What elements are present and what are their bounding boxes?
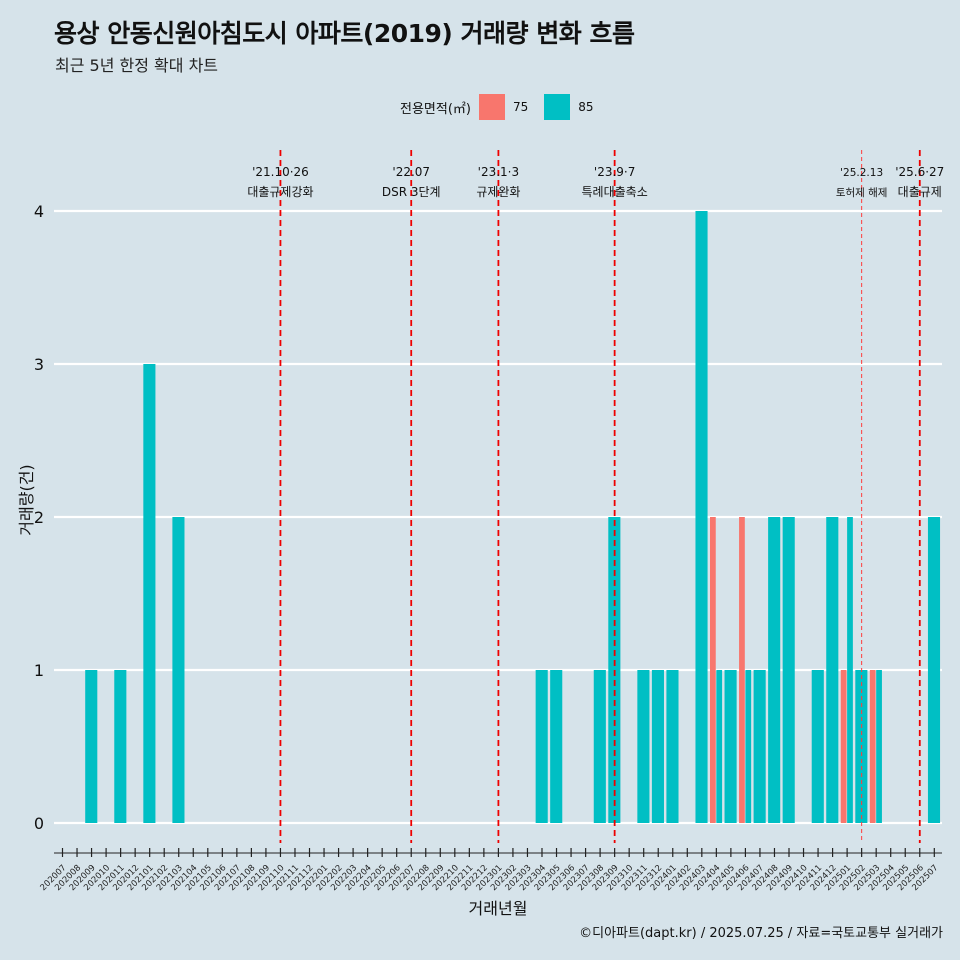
event-name-label: 토허제 해제 — [836, 186, 888, 199]
y-tick-label: 0 — [34, 814, 44, 833]
event-name-label: DSR 3단계 — [382, 185, 441, 199]
bar-85 — [753, 670, 766, 823]
bar-85 — [782, 517, 795, 823]
bar-75 — [710, 517, 716, 823]
event-name-label: 특례대출축소 — [582, 185, 648, 199]
bar-85 — [114, 670, 127, 823]
bar-75 — [869, 670, 876, 823]
y-tick-label: 4 — [34, 202, 44, 221]
y-axis-title: 거래량(건) — [17, 464, 36, 535]
chart-subtitle: 최근 5년 한정 확대 차트 — [55, 56, 219, 75]
event-name-label: 대출규제 — [898, 185, 942, 199]
y-tick-label: 2 — [34, 508, 44, 527]
bar-85 — [768, 517, 781, 823]
chart-title: 용상 안동신원아침도시 아파트(2019) 거래량 변화 흐름 — [54, 19, 635, 48]
legend-key-75 — [478, 94, 505, 120]
y-tick-label: 3 — [34, 355, 44, 374]
event-date-label: '25.6·27 — [895, 165, 944, 179]
bar-85 — [876, 670, 882, 823]
event-date-label: '23.1·3 — [478, 165, 519, 179]
bar-85 — [666, 670, 679, 823]
bar-85 — [745, 670, 752, 823]
bar-85 — [593, 670, 606, 823]
event-date-label: '22.07 — [392, 165, 430, 179]
bar-85 — [927, 517, 941, 823]
legend-title: 전용면적(㎡) — [400, 101, 471, 117]
bar-85 — [826, 517, 839, 823]
bar-85 — [85, 670, 98, 823]
event-name-label: 대출규제강화 — [247, 185, 313, 199]
event-name-label: 규제완화 — [476, 185, 520, 199]
bar-85 — [651, 670, 664, 823]
bar-85 — [143, 364, 156, 823]
legend: 전용면적(㎡) 75 85 — [400, 93, 610, 121]
source-caption: ©디아파트(dapt.kr) / 2025.07.25 / 자료=국토교통부 실… — [579, 926, 943, 941]
legend-label-85: 85 — [578, 100, 594, 114]
bar-85 — [847, 517, 853, 823]
bar-85 — [724, 670, 737, 823]
bar-85 — [637, 670, 650, 823]
bar-85 — [535, 670, 548, 823]
bar-85 — [550, 670, 563, 823]
event-date-label: '25.2.13 — [840, 167, 883, 179]
legend-label-75: 75 — [512, 100, 529, 114]
legend-key-85 — [544, 94, 571, 120]
event-date-label: '21.10·26 — [252, 165, 309, 179]
bar-85 — [716, 670, 723, 823]
event-date-label: '23.9·7 — [594, 165, 635, 179]
bar-75 — [840, 670, 847, 823]
bar-85 — [172, 517, 185, 823]
bar-85 — [811, 670, 824, 823]
x-axis-title: 거래년월 — [469, 899, 528, 918]
bar-75 — [739, 517, 745, 823]
y-tick-label: 1 — [34, 661, 44, 680]
bar-85 — [695, 211, 708, 823]
